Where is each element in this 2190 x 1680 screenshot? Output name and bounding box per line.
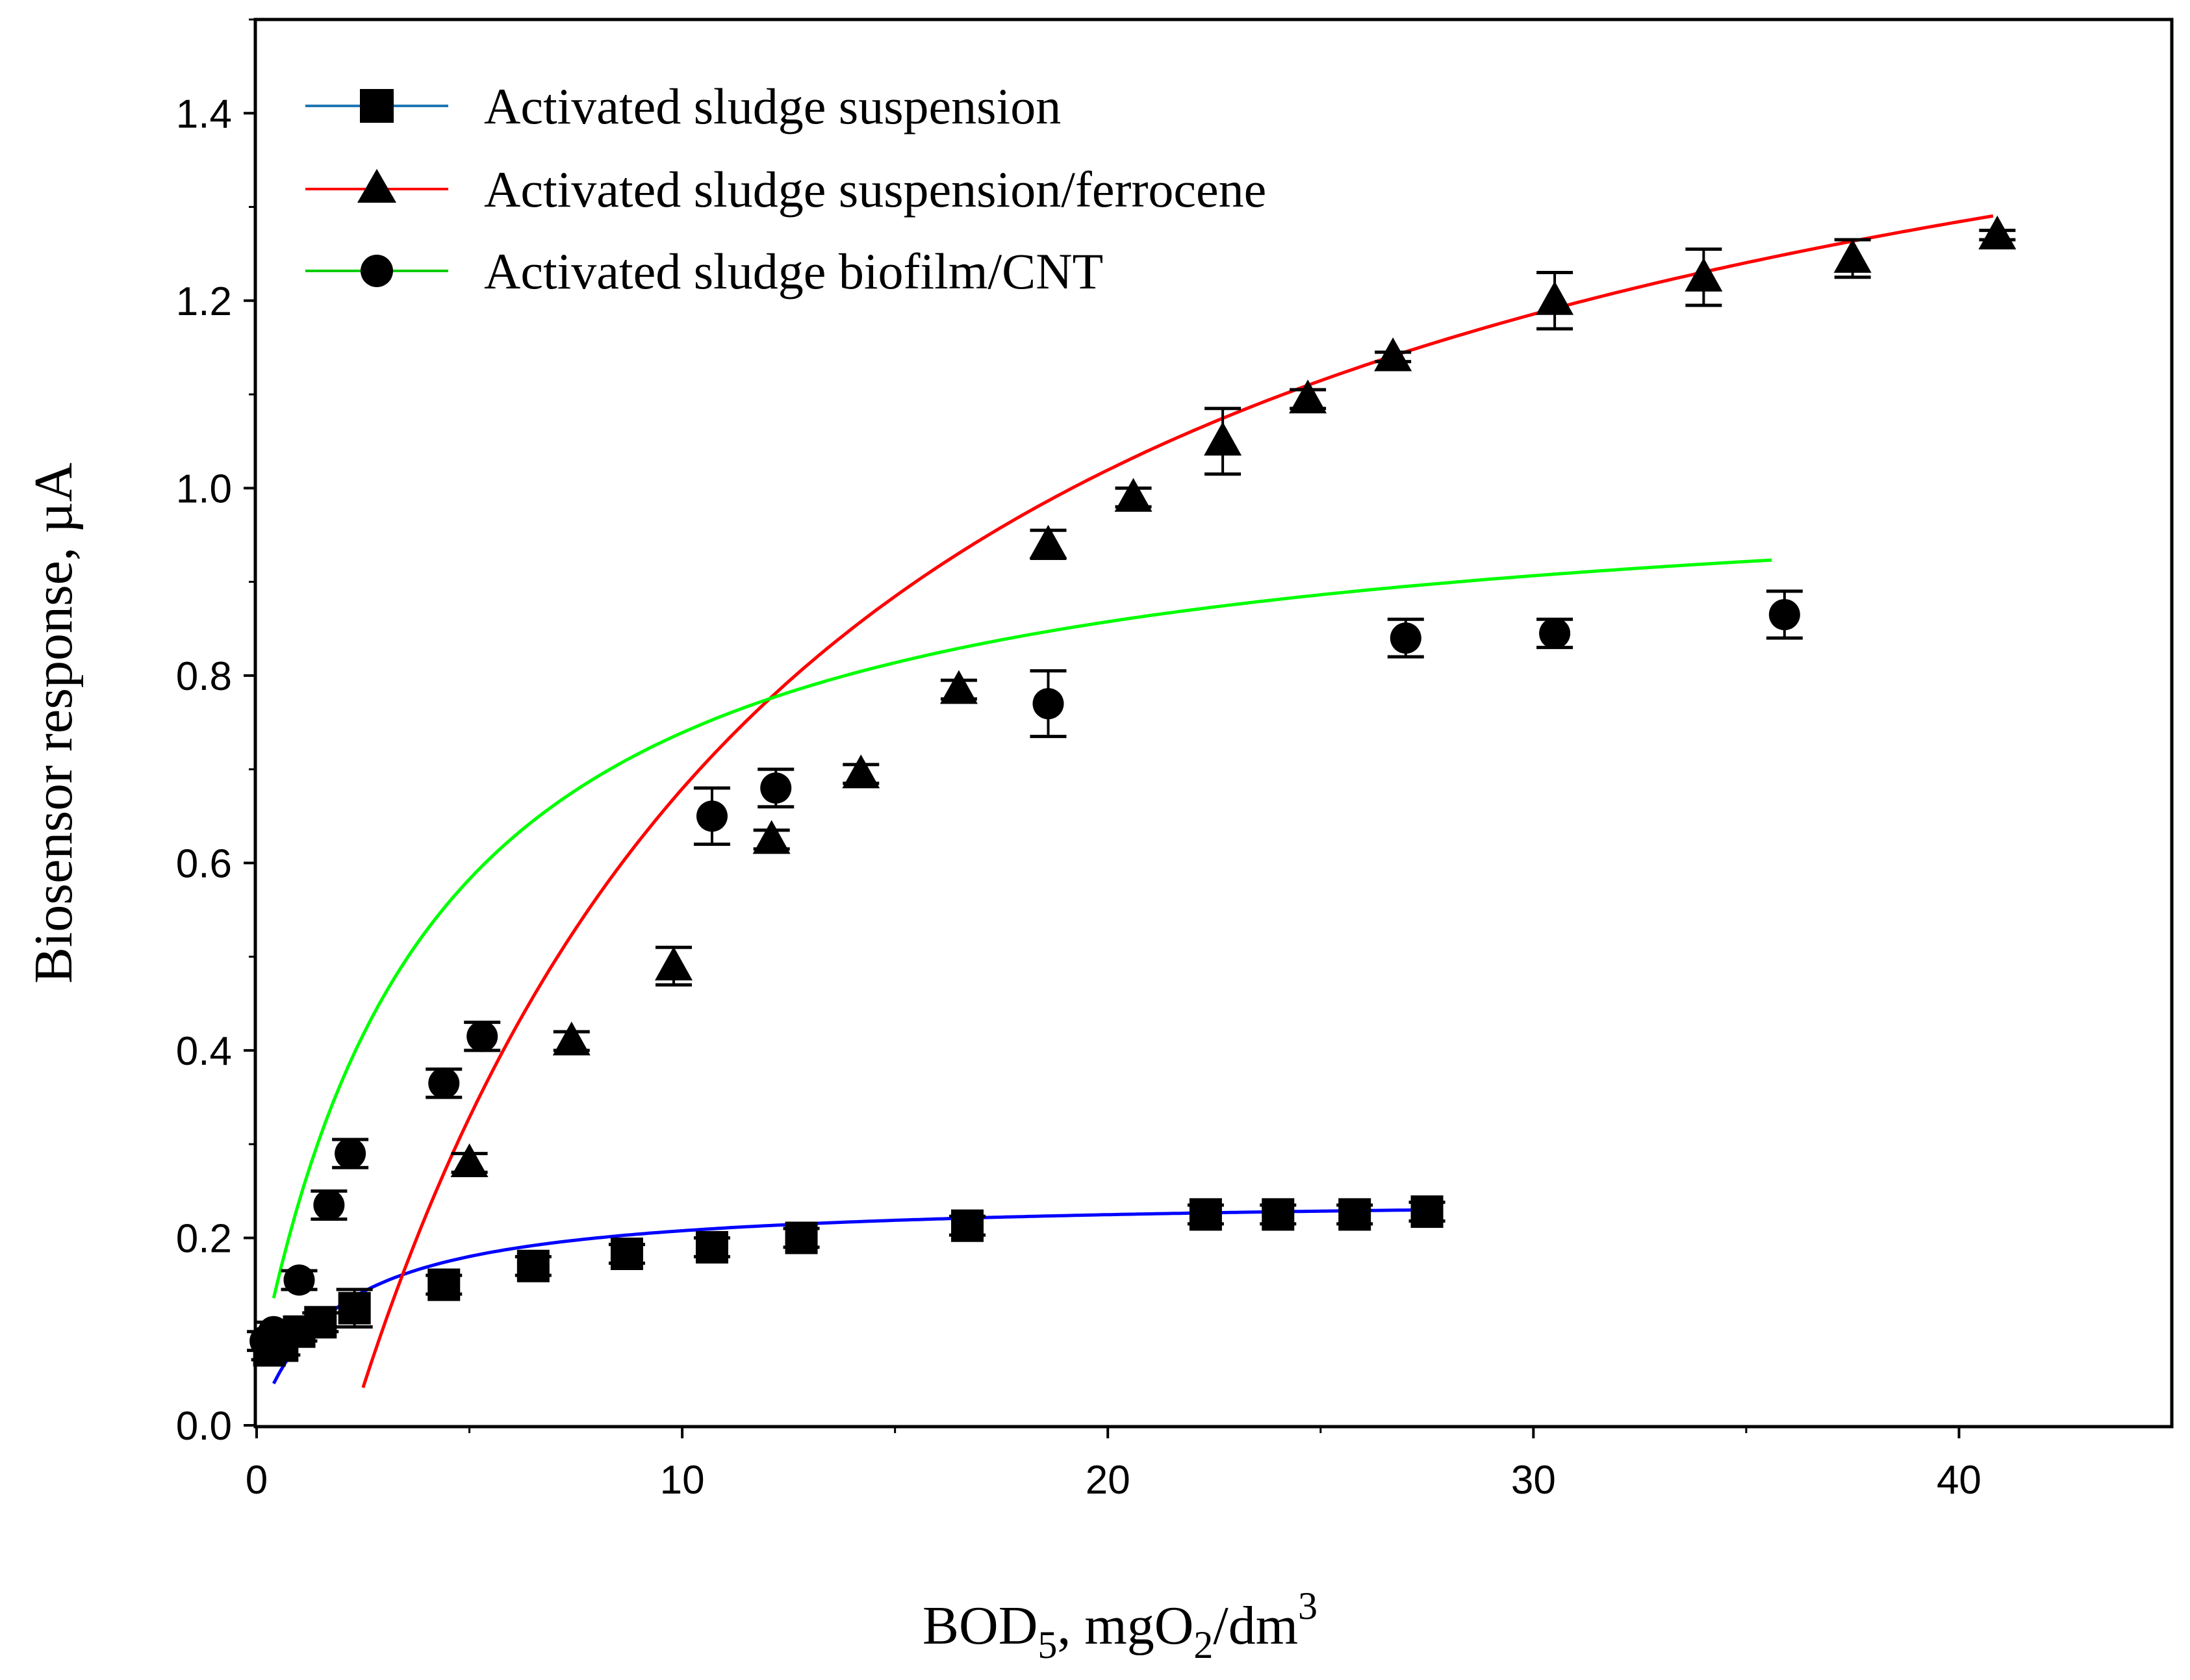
marker-circle [258, 1316, 290, 1347]
marker-circle [696, 800, 728, 832]
legend-marker-triangle [357, 169, 396, 203]
fit-curve-ferrocene [361, 214, 1994, 1388]
y-tick-label: 1.0 [176, 466, 232, 511]
marker-circle [283, 1264, 315, 1296]
legend-entry-biofilm: Activated sludge biofilm/CNT [305, 243, 1103, 299]
x-axis: 0 10 20 30 40 [246, 1425, 1981, 1503]
marker-square [304, 1306, 337, 1339]
legend-label-ferrocene: Activated sludge suspension/ferrocene [484, 161, 1266, 218]
legend-label-biofilm: Activated sludge biofilm/CNT [484, 243, 1103, 299]
marker-square [695, 1230, 728, 1264]
marker-circle [1539, 617, 1571, 649]
marker-circle [313, 1189, 345, 1221]
marker-square [516, 1249, 550, 1282]
y-tick-label: 1.4 [176, 92, 232, 136]
marker-circle [1390, 622, 1421, 654]
y-axis-title: Biosensor response, µA [23, 463, 84, 984]
marker-triangle [1374, 337, 1412, 372]
marker-triangle [1029, 524, 1067, 559]
marker-triangle [939, 670, 978, 704]
marker-triangle [1536, 281, 1574, 315]
marker-triangle [1289, 379, 1327, 414]
y-tick-label: 0.0 [176, 1404, 232, 1449]
marker-square [338, 1292, 371, 1325]
marker-circle [466, 1021, 498, 1052]
marker-triangle [842, 754, 880, 789]
y-tick-label: 1.2 [176, 279, 232, 324]
legend: Activated sludge suspension Activated sl… [305, 78, 1266, 299]
marker-circle [1032, 688, 1064, 720]
marker-triangle [1114, 477, 1152, 512]
marker-triangle [552, 1021, 591, 1056]
x-tick-label: 20 [1086, 1458, 1130, 1503]
marker-square [1338, 1198, 1371, 1231]
x-tick-label: 10 [660, 1458, 705, 1503]
marker-triangle [1685, 257, 1723, 292]
marker-square [1262, 1198, 1295, 1231]
marker-circle [335, 1138, 366, 1169]
marker-circle [760, 772, 792, 804]
fit-curves [272, 214, 1994, 1388]
marker-circle [1768, 599, 1800, 631]
marker-square [1410, 1195, 1444, 1228]
legend-entry-suspension: Activated sludge suspension [305, 78, 1061, 134]
marker-square [610, 1237, 643, 1270]
plot-frame [253, 18, 2174, 1429]
fit-curve-biofilm [272, 558, 1772, 1299]
marker-circle [428, 1067, 460, 1099]
data-markers [249, 215, 2017, 1367]
marker-triangle [1833, 238, 1872, 273]
marker-square [785, 1221, 818, 1254]
legend-entry-ferrocene: Activated sludge suspension/ferrocene [305, 161, 1266, 218]
marker-triangle [450, 1143, 489, 1178]
legend-label-suspension: Activated sludge suspension [484, 78, 1061, 134]
y-tick-label: 0.8 [176, 654, 232, 699]
marker-triangle [1204, 422, 1242, 456]
y-tick-label: 0.2 [176, 1216, 232, 1261]
marker-square [951, 1209, 984, 1242]
legend-marker-circle [361, 255, 393, 287]
x-tick-label: 0 [246, 1458, 268, 1503]
legend-marker-square [360, 89, 394, 123]
y-tick-label: 0.4 [176, 1029, 232, 1074]
marker-square [1189, 1198, 1222, 1231]
marker-triangle [655, 947, 693, 981]
marker-square [427, 1268, 461, 1301]
y-tick-label: 0.6 [176, 841, 232, 886]
x-axis-title: BOD5, mgO2/dm3 [923, 1585, 1318, 1666]
error-bars [247, 229, 2016, 1362]
marker-triangle [752, 820, 791, 854]
x-tick-label: 30 [1511, 1458, 1556, 1503]
marker-triangle [1978, 215, 2017, 249]
fit-curve-suspension [272, 1208, 1427, 1384]
y-axis: 0.0 0.2 0.4 0.6 0.8 1.0 1.2 1.4 [176, 18, 257, 1449]
x-tick-label: 40 [1937, 1458, 1981, 1503]
